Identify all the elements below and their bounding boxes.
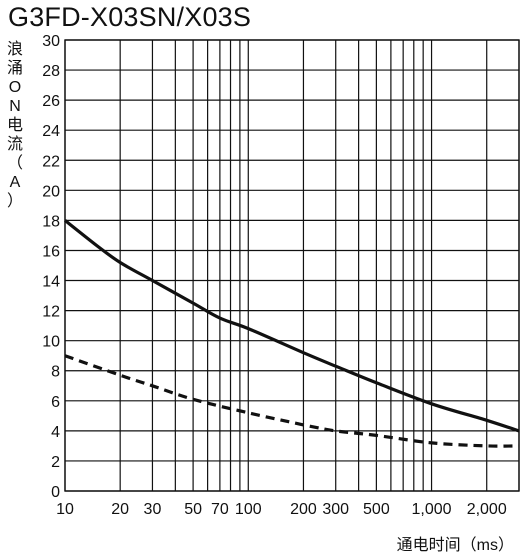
y-tick-label: 8 xyxy=(51,364,60,381)
y-axis-label: 浪涌 O N 电流（A） xyxy=(6,41,23,210)
x-tick-labels: 10 20 30 50 70 100 200 300 500 1,000 2,000 xyxy=(56,501,507,518)
x-tick-label: 100 xyxy=(235,501,262,518)
y-tick-label: 4 xyxy=(51,424,60,441)
y-tick-label: 14 xyxy=(42,274,60,291)
series-line-dashed xyxy=(64,354,520,448)
x-tick-label: 200 xyxy=(290,501,317,518)
y-tick-label: 30 xyxy=(42,33,60,50)
y-tick-label: 24 xyxy=(42,123,60,140)
y-tick-label: 2 xyxy=(51,454,60,471)
chart-title: G3FD-X03SN/X03S xyxy=(8,2,252,32)
y-tick-label: 18 xyxy=(42,213,60,230)
grid xyxy=(64,39,520,492)
series-line-solid xyxy=(64,219,520,433)
series-lines xyxy=(64,219,520,448)
x-tick-label: 30 xyxy=(144,501,162,518)
y-tick-label: 28 xyxy=(42,63,60,80)
x-tick-label: 1,000 xyxy=(412,501,452,518)
y-tick-label: 0 xyxy=(51,484,60,501)
y-tick-label: 22 xyxy=(42,153,60,170)
x-tick-label: 300 xyxy=(322,501,349,518)
y-tick-label: 16 xyxy=(42,243,60,260)
x-tick-label: 500 xyxy=(363,501,390,518)
x-axis-label: 通电时间（ms） xyxy=(396,537,514,554)
x-tick-label: 10 xyxy=(56,501,74,518)
y-tick-label: 20 xyxy=(42,183,60,200)
x-tick-label: 2,000 xyxy=(467,501,507,518)
y-tick-label: 6 xyxy=(51,394,60,411)
x-tick-label: 20 xyxy=(111,501,129,518)
y-tick-label: 10 xyxy=(42,334,60,351)
x-tick-label: 70 xyxy=(211,501,229,518)
y-tick-label: 26 xyxy=(42,93,60,110)
x-tick-label: 50 xyxy=(184,501,202,518)
y-tick-label: 12 xyxy=(42,304,60,321)
plot-frame xyxy=(64,39,520,492)
